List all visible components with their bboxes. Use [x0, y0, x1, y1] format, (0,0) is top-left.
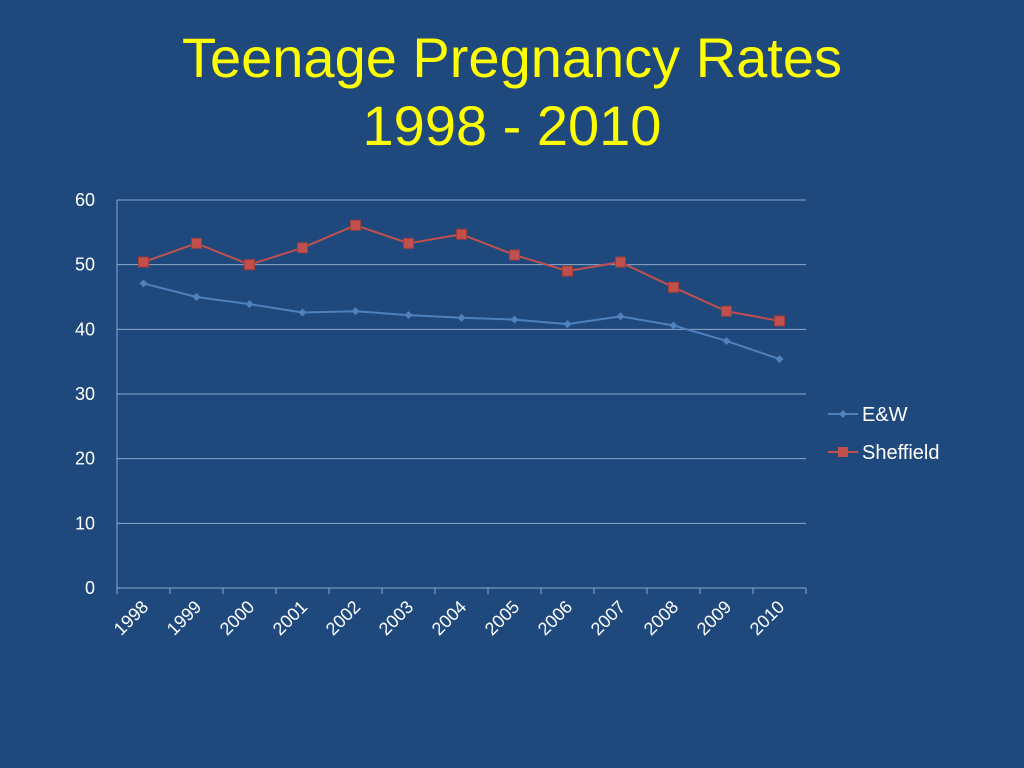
- x-tick-label: 2003: [375, 597, 417, 639]
- y-tick-label: 40: [75, 319, 95, 339]
- data-point-diamond: [351, 307, 360, 316]
- y-tick-label: 10: [75, 513, 95, 533]
- legend: E&W Sheffield: [828, 404, 939, 464]
- x-tick-label: 2009: [693, 597, 735, 639]
- data-point-diamond: [510, 315, 519, 324]
- data-point-diamond: [457, 313, 466, 322]
- chart-title: Teenage Pregnancy Rates 1998 - 2010: [0, 24, 1024, 160]
- title-line-1: Teenage Pregnancy Rates: [182, 26, 842, 89]
- y-tick-labels: 0 10 20 30 40 50 60: [75, 190, 95, 598]
- title-line-2: 1998 - 2010: [362, 94, 662, 157]
- data-point-diamond: [298, 308, 307, 317]
- data-point-square: [615, 256, 626, 268]
- y-tick-label: 0: [85, 578, 95, 598]
- y-tick-label: 60: [75, 190, 95, 210]
- data-point-diamond: [404, 311, 413, 320]
- x-tick-labels: 1998 1999 2000 2001 2002 2003 2004 2005 2006 2007…: [110, 597, 788, 639]
- data-point-diamond: [722, 336, 731, 345]
- x-tick-label: 2002: [322, 597, 364, 639]
- x-tick-label: 2006: [534, 597, 576, 639]
- legend-marker-diamond: [839, 410, 847, 418]
- data-point-square: [774, 315, 785, 327]
- x-tick-label: 2000: [216, 597, 258, 639]
- x-tick-label: 2005: [481, 597, 523, 639]
- data-point-square: [297, 242, 308, 254]
- gridlines: [117, 199, 806, 524]
- data-point-diamond: [139, 279, 148, 288]
- data-point-square: [191, 237, 202, 249]
- data-point-square: [721, 305, 732, 317]
- x-tick-label: 1999: [163, 597, 205, 639]
- x-tick-label: 2007: [587, 597, 629, 639]
- x-tick-label: 1998: [110, 597, 152, 639]
- data-point-square: [456, 228, 467, 240]
- data-point-square: [562, 265, 573, 277]
- series-lines: [138, 219, 785, 364]
- legend-label: Sheffield: [862, 442, 939, 464]
- data-point-diamond: [616, 312, 625, 321]
- x-tick-label: 2008: [640, 597, 682, 639]
- y-tick-label: 30: [75, 384, 95, 404]
- data-point-diamond: [563, 320, 572, 329]
- data-point-square: [244, 259, 255, 271]
- axes: [116, 200, 807, 594]
- data-point-diamond: [245, 300, 254, 309]
- legend-label: E&W: [862, 404, 908, 426]
- data-point-square: [138, 256, 149, 268]
- data-point-diamond: [192, 293, 201, 301]
- data-point-square: [509, 249, 520, 261]
- data-point-diamond: [669, 321, 678, 330]
- data-point-square: [350, 219, 361, 231]
- x-tick-label: 2001: [269, 597, 311, 639]
- data-point-square: [668, 281, 679, 293]
- data-point-square: [403, 237, 414, 249]
- y-tick-label: 20: [75, 449, 95, 469]
- y-tick-label: 50: [75, 255, 95, 275]
- legend-marker-square: [838, 447, 848, 457]
- data-point-diamond: [775, 355, 784, 364]
- x-tick-label: 2004: [428, 597, 470, 639]
- x-tick-label: 2010: [746, 597, 788, 639]
